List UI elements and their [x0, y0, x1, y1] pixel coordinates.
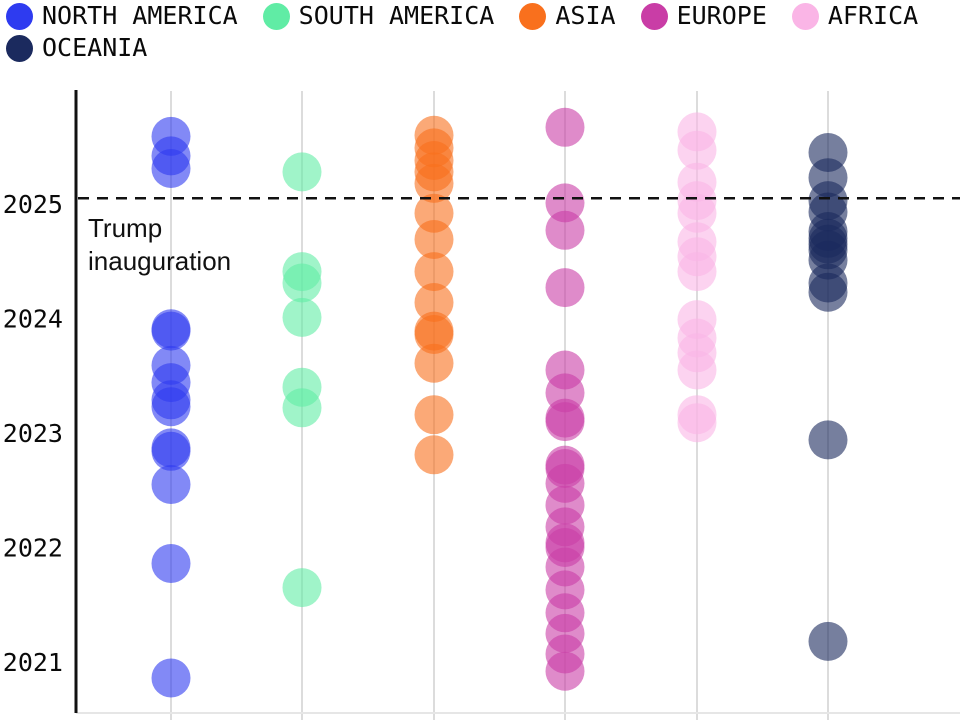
y-tick-label: 2024	[3, 305, 63, 334]
data-point-north-america	[151, 544, 191, 583]
legend: NORTH AMERICA SOUTH AMERICA ASIA EUROPE …	[6, 0, 956, 64]
legend-item: NORTH AMERICA	[6, 0, 238, 32]
legend-label: ASIA	[555, 1, 616, 30]
data-point-south-america	[282, 568, 322, 608]
legend-swatch-icon	[519, 2, 547, 30]
y-tick-label: 2023	[3, 419, 63, 448]
legend-label: EUROPE	[676, 1, 767, 30]
data-point-africa	[677, 350, 717, 390]
y-tick-label: 2021	[3, 648, 63, 677]
data-point-north-america	[151, 387, 191, 427]
legend-label: OCEANIA	[42, 33, 148, 62]
data-point-north-america	[151, 465, 191, 504]
legend-item: EUROPE	[640, 0, 767, 32]
legend-label: SOUTH AMERICA	[298, 1, 495, 30]
annotation-trump-inauguration: Trump inauguration	[88, 213, 232, 276]
legend-item: AFRICA	[791, 0, 919, 32]
data-point-north-america	[151, 658, 191, 698]
data-point-south-america	[282, 263, 322, 303]
data-point-europe	[545, 107, 585, 147]
data-point-south-america	[282, 152, 322, 192]
y-tick-label: 2025	[3, 190, 63, 219]
data-point-africa	[677, 193, 717, 233]
data-point-europe	[545, 183, 585, 223]
data-point-oceania	[808, 621, 848, 661]
data-point-asia	[414, 315, 454, 354]
legend-label: AFRICA	[827, 1, 919, 30]
legend-label: NORTH AMERICA	[42, 1, 238, 30]
data-point-north-america	[151, 149, 191, 188]
data-point-asia	[414, 395, 454, 435]
data-point-north-america	[151, 311, 191, 351]
legend-swatch-icon	[640, 2, 668, 30]
data-point-europe	[545, 651, 585, 691]
legend-item: SOUTH AMERICA	[262, 0, 495, 32]
data-point-europe	[545, 402, 585, 442]
data-point-asia	[414, 220, 454, 259]
legend-swatch-icon	[262, 2, 290, 30]
legend-item: OCEANIA	[6, 32, 147, 64]
data-point-asia	[414, 163, 454, 203]
legend-item: ASIA	[519, 0, 616, 32]
data-point-europe	[545, 268, 585, 308]
y-tick-label: 2022	[3, 534, 63, 563]
legend-swatch-icon	[6, 2, 33, 30]
data-point-asia	[414, 343, 454, 383]
data-point-north-america	[151, 431, 191, 471]
legend-swatch-icon	[6, 34, 33, 62]
data-point-asia	[414, 283, 454, 322]
data-point-south-america	[282, 388, 322, 428]
data-point-asia	[414, 435, 454, 475]
data-point-oceania	[808, 272, 848, 312]
data-point-south-america	[282, 297, 322, 337]
data-point-africa	[677, 130, 717, 170]
data-point-africa	[677, 252, 717, 292]
data-point-oceania	[808, 420, 848, 460]
data-point-africa	[677, 403, 717, 443]
data-point-europe	[545, 210, 585, 250]
data-point-asia	[414, 252, 454, 292]
legend-swatch-icon	[791, 2, 819, 30]
